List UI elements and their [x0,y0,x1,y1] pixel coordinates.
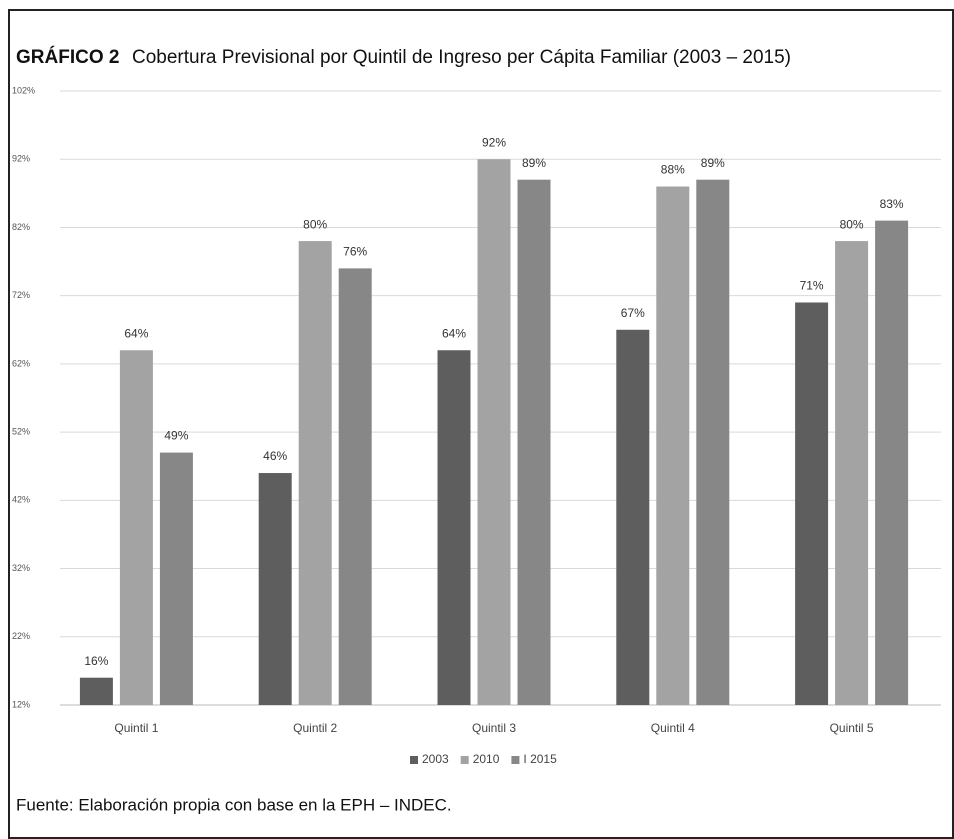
y-tick-label: 22% [12,631,30,641]
legend-label: I 2015 [523,752,557,766]
legend-label: 2010 [473,752,500,766]
x-tick-label: Quintil 3 [472,721,516,735]
bar [835,241,869,706]
legend-swatch [460,756,469,764]
bar [875,220,909,705]
bar [338,268,372,705]
value-label: 67% [621,306,645,320]
legend-label: 2003 [422,752,449,766]
y-tick-label: 82% [12,222,30,232]
bar [696,179,730,705]
bar [159,452,193,705]
value-label: 64% [124,326,148,340]
x-tick-label: Quintil 5 [830,721,874,735]
value-label: 83% [880,197,904,211]
value-label: 76% [343,245,367,259]
source-note: Fuente: Elaboración propia con base en l… [16,795,452,814]
x-tick-label: Quintil 2 [293,721,337,735]
value-label: 71% [800,279,824,293]
value-label: 64% [442,326,466,340]
bar [119,350,153,705]
y-tick-label: 52% [12,426,30,436]
bar [79,677,113,705]
bar [616,329,650,705]
y-tick-label: 72% [12,290,30,300]
value-label: 88% [661,163,685,177]
value-label: 92% [482,135,506,149]
bar [795,302,829,705]
x-tick-label: Quintil 4 [651,721,695,735]
y-tick-label: 32% [12,563,30,573]
y-tick-label: 42% [12,495,30,505]
value-label: 49% [164,429,188,443]
y-tick-label: 62% [12,358,30,368]
bar [517,179,551,705]
legend-swatch [511,756,520,764]
value-label: 46% [263,449,287,463]
y-tick-label: 12% [12,699,30,709]
value-label: 80% [840,217,864,231]
legend-swatch [410,756,418,764]
value-label: 16% [84,654,108,668]
bar [477,159,511,705]
y-tick-label: 102% [12,85,35,95]
figure-label: GRÁFICO 2 [16,46,119,68]
chart-title: Cobertura Previsional por Quintil de Ing… [132,47,791,68]
value-label: 89% [701,156,725,170]
value-label: 89% [522,156,546,170]
bar [258,473,292,705]
x-tick-label: Quintil 1 [114,721,158,735]
bar [656,186,690,705]
bar [298,241,332,706]
value-label: 80% [303,217,327,231]
y-tick-label: 92% [12,154,30,164]
bar [437,350,471,705]
